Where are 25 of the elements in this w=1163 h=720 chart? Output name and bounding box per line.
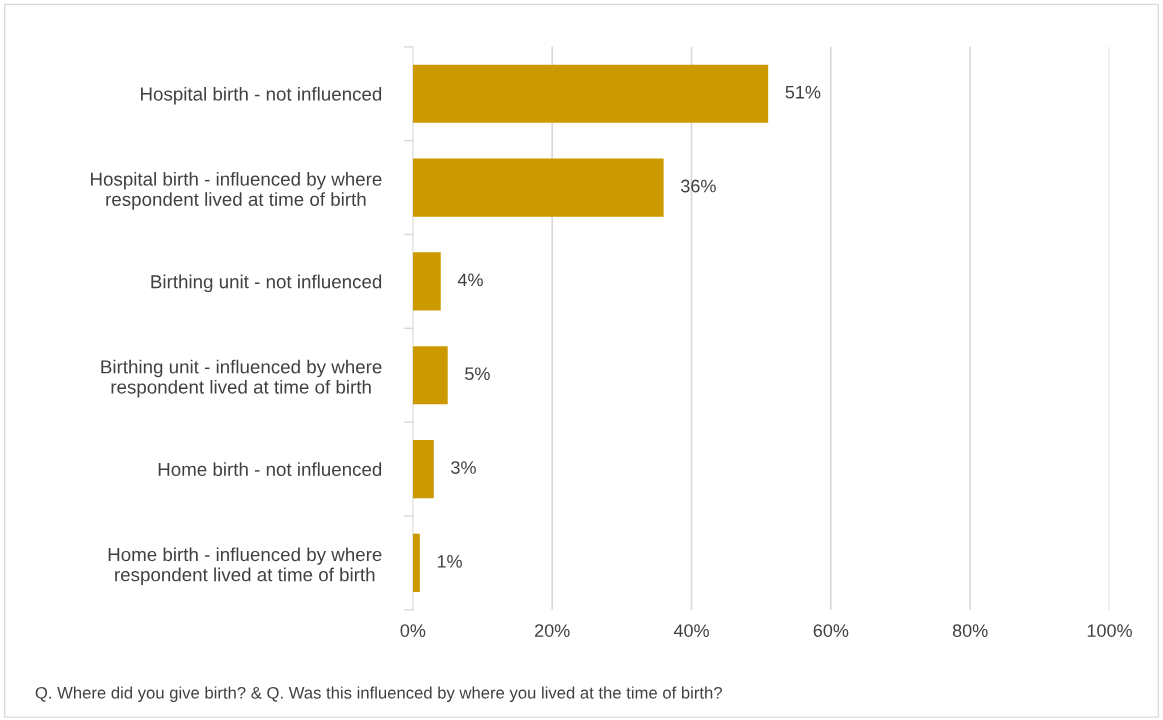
y-tick-label: Home birth - influenced by where respondent lived at time of birth [108,547,382,586]
bar [412,346,448,405]
y-tick-label: Hospital birth - influenced by where respondent lived at time of birth [91,172,382,210]
text: Q. Where did you give birth? & Q. Was this influenced by where you lived at the time of birth? [35,686,722,702]
y-tick-label: Home birth - not influenced [158,462,382,477]
bar [412,252,441,311]
data-label: 5% [465,367,490,381]
bar [412,64,769,123]
y-tick-label: Birthing unit - influenced by where respondent lived at time of birth [101,359,382,398]
data-label: 1% [437,555,462,568]
data-label: 3% [451,461,476,474]
bar [412,158,664,217]
x-tick-label: 0% [400,624,426,637]
y-tick-label: Hospital birth - not influenced [141,86,382,105]
x-tick-label: 40% [673,624,709,637]
x-tick-label: 100% [1087,624,1132,637]
data-label: 36% [681,179,716,193]
bar [412,439,434,499]
data-label: 51% [785,85,821,99]
y-tick-label: Birthing unit - not influenced [151,274,382,293]
data-label: 4% [457,273,483,287]
bar [412,533,420,593]
x-tick-label: 20% [535,624,570,637]
x-tick-label: 80% [952,624,988,637]
x-tick-label: 60% [813,624,849,637]
